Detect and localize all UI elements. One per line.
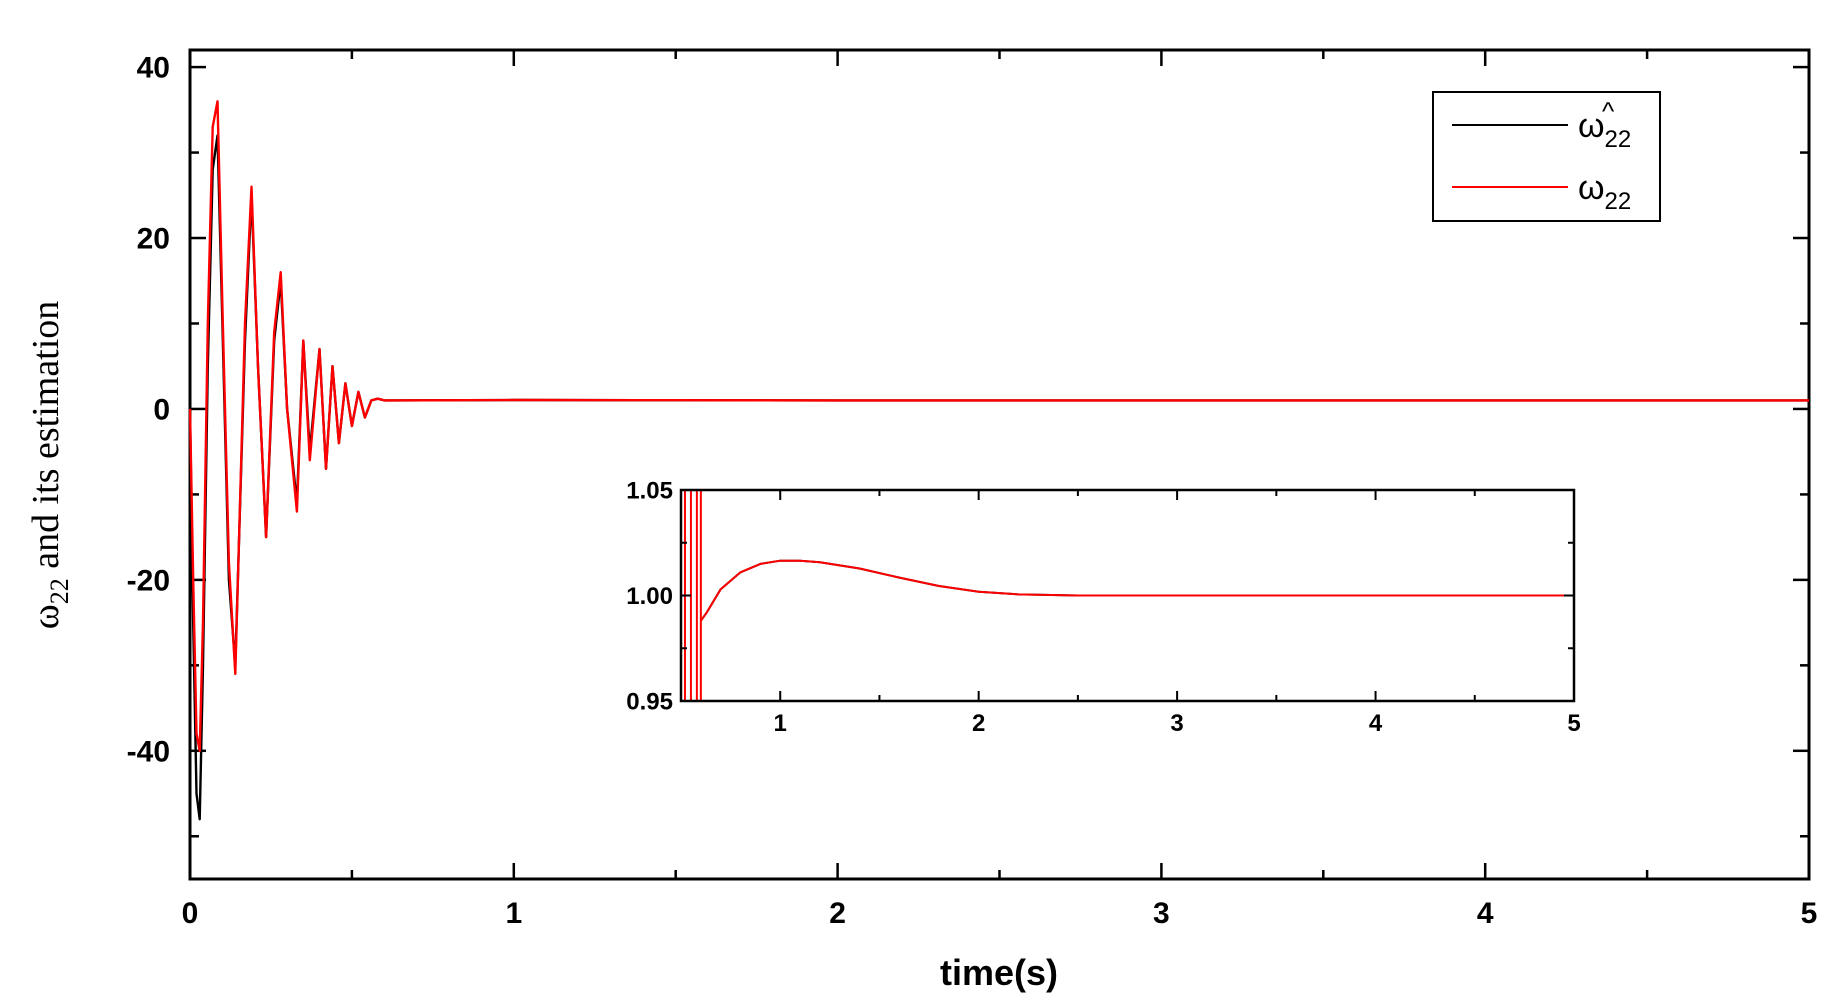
inset-plot-area: 1 2 3 4 5 0.95 1.00 1.05 bbox=[626, 477, 1580, 737]
legend-label-actual: ω22 bbox=[1578, 169, 1631, 215]
y-tick-label: 40 bbox=[137, 52, 170, 85]
series-line-actual bbox=[699, 559, 1574, 622]
y-tick-label: 0 bbox=[153, 393, 170, 426]
y-tick-label: 1.05 bbox=[626, 477, 673, 504]
legend-label-estimate-subscript: 22 bbox=[1605, 126, 1632, 153]
y-axis-title-subscript: 22 bbox=[45, 578, 74, 604]
x-tick-label: 4 bbox=[1369, 710, 1383, 737]
x-tick-label: 5 bbox=[1567, 710, 1580, 737]
y-axis-title: ω22 and its estimation bbox=[25, 301, 74, 630]
x-tick-label: 1 bbox=[774, 710, 787, 737]
x-axis-title: time(s) bbox=[940, 952, 1058, 993]
x-tick-label: 2 bbox=[829, 897, 846, 930]
x-tick-label: 3 bbox=[1170, 710, 1183, 737]
legend-label-actual-subscript: 22 bbox=[1605, 188, 1632, 215]
y-tick-label: 20 bbox=[137, 223, 170, 256]
y-tick-label: -20 bbox=[127, 564, 170, 597]
y-tick-label: 1.00 bbox=[626, 583, 673, 610]
x-tick-label: 4 bbox=[1477, 897, 1494, 930]
main-plot-area: 0 1 2 3 4 5 -40 -20 0 20 40 bbox=[127, 48, 1818, 930]
legend-box bbox=[1432, 91, 1661, 222]
legend-label-estimate-accent: ^ bbox=[1602, 96, 1615, 126]
inset-axis-ticks: 1 2 3 4 5 0.95 1.00 1.05 bbox=[626, 477, 1580, 737]
legend-label-estimate-symbol: ω bbox=[1578, 107, 1605, 145]
legend-label-estimate: ω22 bbox=[1578, 107, 1631, 153]
series-line-actual bbox=[188, 100, 1809, 752]
x-tick-label: 3 bbox=[1153, 897, 1170, 930]
x-tick-label: 5 bbox=[1801, 897, 1818, 930]
main-series-group bbox=[188, 100, 1809, 821]
y-axis-title-text: and its estimation bbox=[25, 301, 67, 579]
y-tick-label: -40 bbox=[127, 735, 170, 768]
inset-series-group bbox=[683, 490, 1574, 701]
y-tick-label: 0.95 bbox=[626, 688, 673, 715]
svg-text:ω22 and its estimation: ω22 and its estimation bbox=[25, 301, 74, 630]
y-axis-title-symbol: ω bbox=[25, 604, 67, 629]
x-tick-label: 2 bbox=[972, 710, 985, 737]
legend: ω22 ^ ω22 bbox=[1432, 91, 1661, 222]
main-axis-ticks: 0 1 2 3 4 5 -40 -20 0 20 40 bbox=[127, 50, 1818, 930]
x-tick-label: 0 bbox=[182, 897, 199, 930]
legend-label-actual-symbol: ω bbox=[1578, 169, 1605, 207]
x-tick-label: 1 bbox=[505, 897, 522, 930]
